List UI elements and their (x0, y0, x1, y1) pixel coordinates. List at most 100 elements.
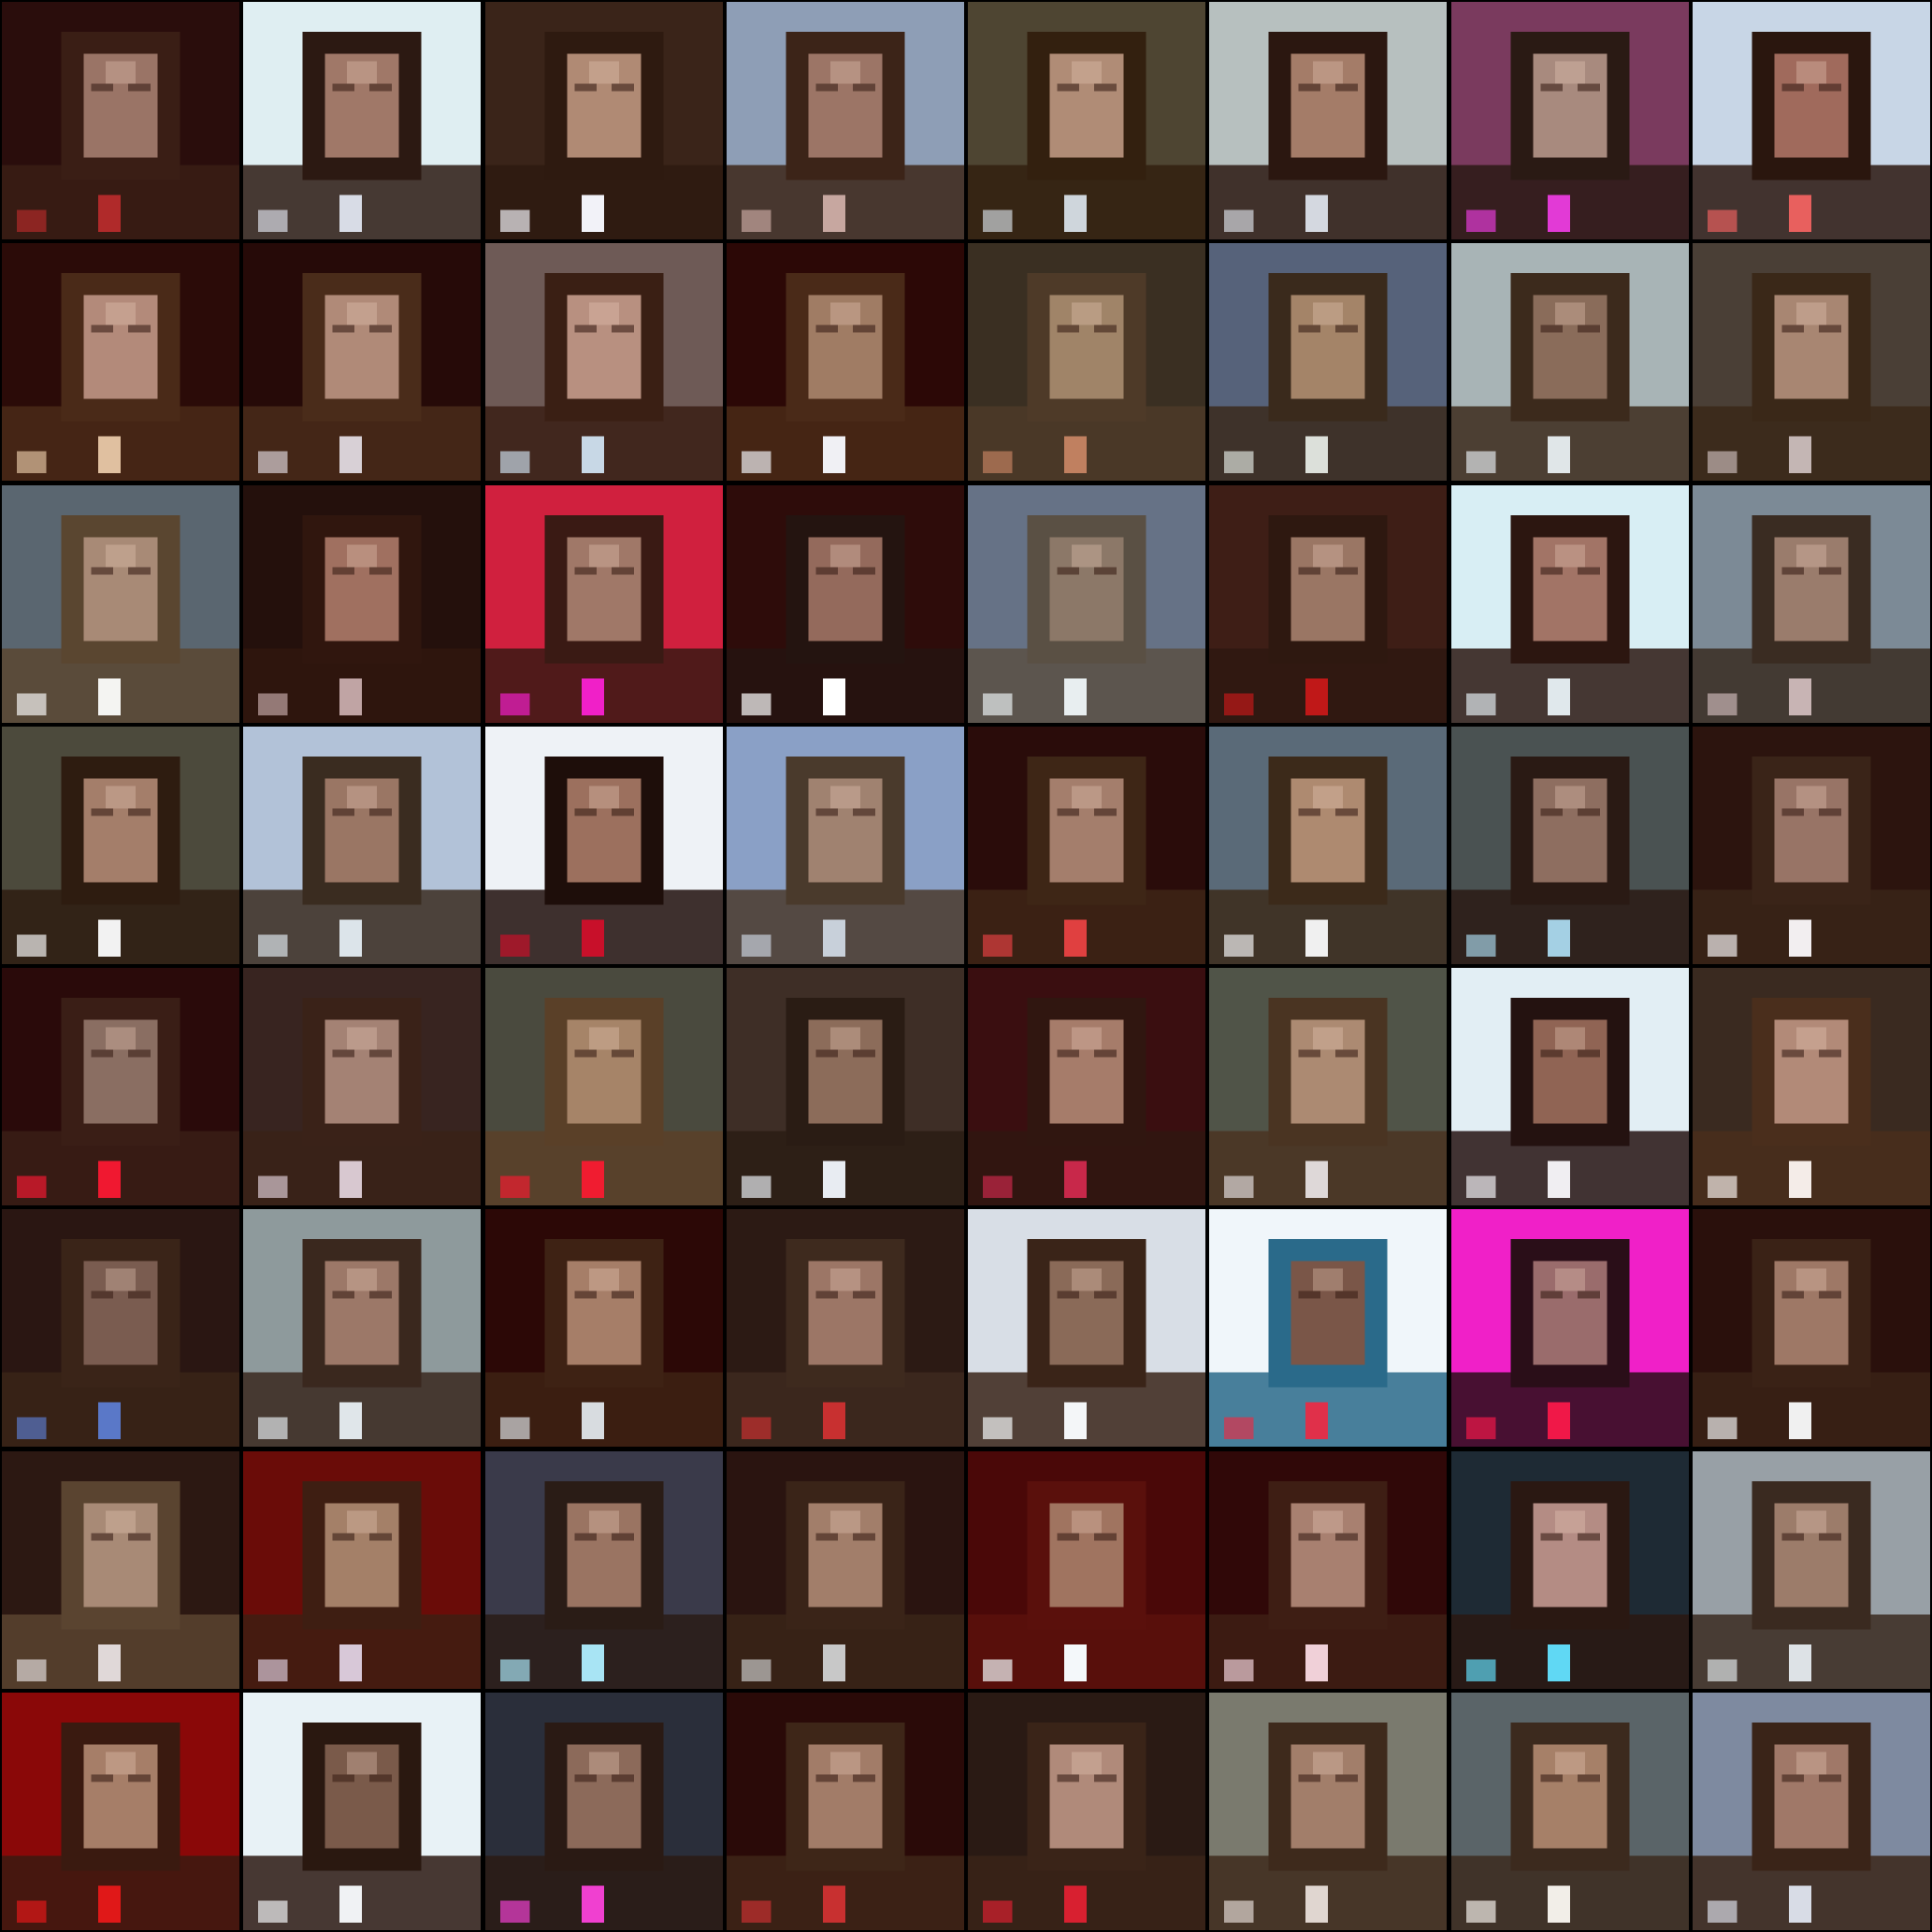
face-sample-tile (727, 968, 964, 1205)
face-sample-image (2, 968, 239, 1205)
face-sample-tile (1693, 1451, 1930, 1689)
face-sample-image (1209, 1209, 1447, 1447)
face-sample-image (1693, 2, 1930, 239)
face-sample-image (485, 968, 723, 1205)
face-sample-tile (485, 1693, 723, 1930)
face-sample-image (1451, 727, 1689, 964)
face-sample-image (727, 727, 964, 964)
face-sample-image (968, 727, 1205, 964)
face-sample-tile (1451, 485, 1689, 723)
face-sample-tile (727, 243, 964, 481)
face-sample-image (485, 243, 723, 481)
face-sample-image (1451, 968, 1689, 1205)
face-sample-tile (1451, 727, 1689, 964)
face-sample-image (485, 1451, 723, 1689)
face-sample-image (1693, 243, 1930, 481)
face-sample-tile (485, 727, 723, 964)
face-sample-image (243, 1693, 481, 1930)
face-sample-image (1451, 485, 1689, 723)
face-sample-image (243, 485, 481, 723)
face-sample-tile (2, 243, 239, 481)
face-sample-tile (1693, 1209, 1930, 1447)
face-sample-image (1451, 1209, 1689, 1447)
face-sample-tile (727, 2, 964, 239)
face-sample-image (1693, 485, 1930, 723)
face-sample-image (968, 1451, 1205, 1689)
face-sample-tile (243, 1693, 481, 1930)
face-sample-tile (727, 485, 964, 723)
face-sample-tile (968, 1693, 1205, 1930)
face-sample-tile (727, 1209, 964, 1447)
face-sample-tile (727, 727, 964, 964)
face-sample-image (1209, 243, 1447, 481)
face-sample-image (727, 2, 964, 239)
face-sample-image (1451, 243, 1689, 481)
face-sample-tile (243, 1451, 481, 1689)
face-sample-tile (485, 1209, 723, 1447)
face-sample-tile (485, 1451, 723, 1689)
face-sample-tile (485, 485, 723, 723)
face-sample-image (485, 2, 723, 239)
face-sample-tile (485, 243, 723, 481)
face-sample-tile (243, 1209, 481, 1447)
face-sample-tile (485, 968, 723, 1205)
face-sample-image (2, 2, 239, 239)
face-sample-image (727, 1209, 964, 1447)
face-sample-image (727, 968, 964, 1205)
face-sample-tile (727, 1451, 964, 1689)
face-sample-tile (2, 485, 239, 723)
face-sample-image (1209, 1451, 1447, 1689)
face-sample-image (1693, 1451, 1930, 1689)
face-sample-image (968, 968, 1205, 1205)
face-sample-image (1209, 1693, 1447, 1930)
face-sample-tile (1451, 968, 1689, 1205)
face-sample-image (2, 1451, 239, 1689)
face-sample-tile (2, 1693, 239, 1930)
face-sample-tile (968, 2, 1205, 239)
face-sample-tile (2, 1451, 239, 1689)
face-sample-tile (2, 2, 239, 239)
face-sample-image (968, 243, 1205, 481)
face-sample-image (243, 1451, 481, 1689)
face-sample-image (243, 243, 481, 481)
face-sample-tile (485, 2, 723, 239)
face-sample-image (1451, 2, 1689, 239)
face-sample-tile (1451, 2, 1689, 239)
face-sample-image (1451, 1451, 1689, 1689)
face-sample-tile (968, 485, 1205, 723)
face-sample-tile (727, 1693, 964, 1930)
face-sample-image (1209, 727, 1447, 964)
face-sample-image (968, 485, 1205, 723)
face-sample-tile (968, 968, 1205, 1205)
face-sample-tile (243, 243, 481, 481)
face-sample-tile (968, 243, 1205, 481)
face-sample-image (243, 1209, 481, 1447)
face-sample-image (1209, 2, 1447, 239)
face-sample-image (1451, 1693, 1689, 1930)
face-sample-tile (968, 1209, 1205, 1447)
face-sample-image (485, 1693, 723, 1930)
face-sample-tile (1451, 1209, 1689, 1447)
face-sample-image (1209, 485, 1447, 723)
face-sample-image (727, 1451, 964, 1689)
face-sample-tile (1209, 727, 1447, 964)
face-sample-tile (2, 1209, 239, 1447)
face-sample-image (485, 485, 723, 723)
face-sample-tile (1451, 1451, 1689, 1689)
face-sample-image (1693, 968, 1930, 1205)
face-sample-image (2, 485, 239, 723)
face-sample-tile (1209, 1693, 1447, 1930)
face-sample-image (968, 1693, 1205, 1930)
face-sample-tile (243, 2, 481, 239)
face-sample-image (2, 243, 239, 481)
face-sample-image (727, 1693, 964, 1930)
face-sample-tile (1209, 485, 1447, 723)
face-sample-image (2, 1209, 239, 1447)
face-sample-image (2, 727, 239, 964)
face-sample-tile (1209, 1209, 1447, 1447)
face-sample-tile (1693, 1693, 1930, 1930)
face-sample-tile (968, 1451, 1205, 1689)
face-sample-image (243, 2, 481, 239)
face-sample-image (2, 1693, 239, 1930)
